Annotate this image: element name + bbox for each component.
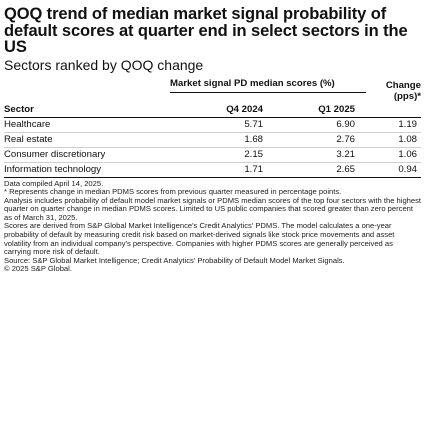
column-header-sector: Sector xyxy=(4,103,34,115)
cell-sector: Consumer discretionary xyxy=(4,148,106,160)
note-copyright: © 2025 S&P Global. xyxy=(4,264,72,274)
cell-q4-2024: 1.68 xyxy=(244,133,263,145)
data-table: Market signal PD median scores (%) Chang… xyxy=(4,76,421,178)
column-header-change: Change (pps)* xyxy=(365,80,421,102)
table-row: Healthcare 5.71 6.90 1.19 xyxy=(4,118,421,133)
cell-q4-2024: 2.15 xyxy=(244,148,263,160)
table-row: Consumer discretionary 2.15 3.21 1.06 xyxy=(4,148,421,163)
note-analysis: Analysis includes probability of default… xyxy=(4,195,422,222)
cell-q4-2024: 5.71 xyxy=(244,118,263,130)
column-header-q1-2025: Q1 2025 xyxy=(318,103,355,115)
cell-change: 1.06 xyxy=(398,148,417,160)
cell-change: 1.08 xyxy=(398,133,417,145)
cell-q1-2025: 2.76 xyxy=(336,133,355,145)
chart-subtitle: Sectors ranked by QOQ change xyxy=(4,56,204,73)
change-header-line1: Change xyxy=(385,79,421,91)
cell-change: 1.19 xyxy=(398,118,417,130)
cell-sector: Information technology xyxy=(4,163,102,175)
table-group-header: Market signal PD median scores (%) Chang… xyxy=(4,76,421,104)
note-scores: Scores are derived from S&P Global Marke… xyxy=(4,221,395,257)
cell-q1-2025: 3.21 xyxy=(336,148,355,160)
cell-change: 0.94 xyxy=(398,163,417,175)
cell-q1-2025: 6.90 xyxy=(336,118,355,130)
chart-title: QOQ trend of median market signal probab… xyxy=(4,5,408,56)
group-header-rule xyxy=(170,91,366,93)
footnotes: Data compiled April 14, 2025. * Represen… xyxy=(4,178,422,275)
column-header-q4-2024: Q4 2024 xyxy=(226,103,263,115)
note-asterisk: * Represents change in median PDMS score… xyxy=(4,187,342,197)
note-source: Source: S&P Global Market Intelligence; … xyxy=(4,255,345,265)
table-row: Information technology 1.71 2.65 0.94 xyxy=(4,163,421,178)
group-header-label: Market signal PD median scores (%) xyxy=(170,77,335,89)
cell-sector: Healthcare xyxy=(4,118,51,130)
change-header-line2: (pps)* xyxy=(393,90,421,102)
cell-q1-2025: 2.65 xyxy=(336,163,355,175)
note-compiled: Data compiled April 14, 2025. xyxy=(4,178,104,188)
table-row: Real estate 1.68 2.76 1.08 xyxy=(4,133,421,148)
cell-q4-2024: 1.71 xyxy=(244,163,263,175)
chart-container: QOQ trend of median market signal probab… xyxy=(4,5,422,275)
cell-sector: Real estate xyxy=(4,133,53,145)
table-header-row: Sector Q4 2024 Q1 2025 xyxy=(4,104,421,118)
